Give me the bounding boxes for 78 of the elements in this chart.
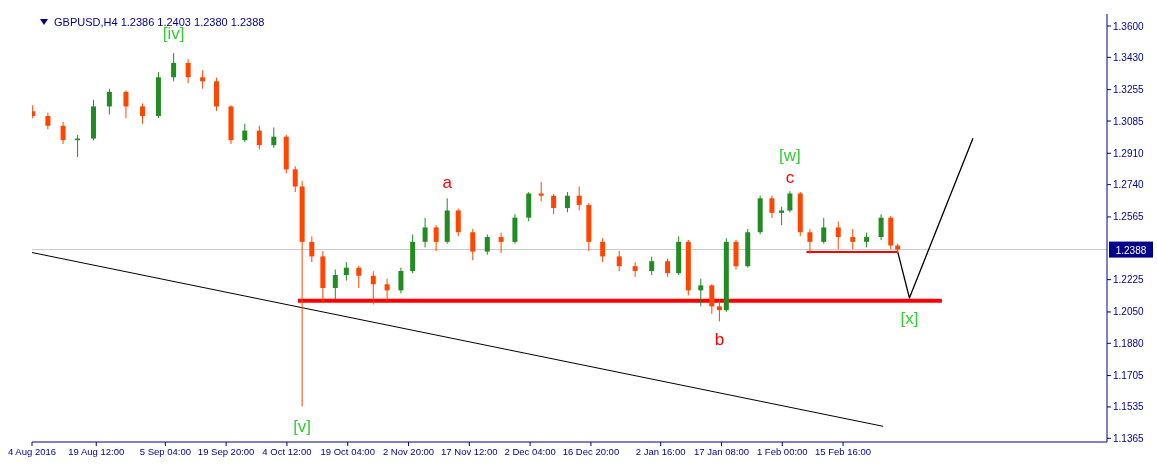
candlestick [422,217,428,248]
x-tick-label: 2 Nov 20:00 [382,445,435,457]
annotation: a [442,173,453,193]
y-tick-label: 1.2225 [1113,274,1145,286]
candlestick [332,269,338,300]
candlestick [484,233,490,256]
y-tick-label: 1.1880 [1113,337,1145,349]
candlestick [878,213,884,241]
candlestick [821,217,827,245]
candlestick [576,185,582,211]
y-tick-label: 1.3255 [1113,84,1145,96]
candlestick [470,228,476,261]
candlestick [716,298,722,322]
candlestick [850,228,856,250]
x-tick-label: 2 Jan 16:00 [635,445,686,457]
candlestick [769,195,775,219]
candlestick [433,224,439,252]
y-tick-label: 1.3085 [1113,115,1145,127]
candlestick [309,235,315,263]
candlestick [616,250,622,272]
candlestick [564,191,570,213]
x-tick-label: 17 Nov 12:00 [441,445,498,457]
y-tick-label: 1.3430 [1113,51,1145,63]
x-tick-label: 17 Jan 08:00 [694,445,749,457]
x-tick-label: 5 Sep 04:00 [139,445,191,457]
x-tick-label: 19 Aug 12:00 [68,445,125,457]
candlestick [807,228,813,255]
candlestick [356,265,362,289]
annotation: [v] [293,417,312,437]
candlestick [709,283,715,315]
candlestick [632,261,638,278]
candlestick [123,90,129,119]
y-tick-label: 1.2910 [1113,147,1145,159]
annotation: c [785,168,795,188]
x-tick-label: 4 Aug 2016 [7,445,57,457]
candlestick [106,88,112,116]
candlestick [835,221,841,250]
annotation: [x] [900,308,919,328]
x-tick-label: 16 Dec 20:00 [562,445,620,457]
x-tick-label: 19 Sep 20:00 [197,445,255,457]
y-tick-label: 1.2740 [1113,179,1145,191]
candlestick [60,121,66,145]
candlestick [200,69,206,90]
x-tick-label: 15 Feb 16:00 [815,445,872,457]
candlestick [787,190,793,213]
candlestick [242,123,248,143]
ref-line-label: 1.2388 [1115,244,1147,256]
candlestick [698,278,704,307]
candlestick [398,267,404,294]
candlestick [384,278,390,302]
x-tick-label: 4 Oct 12:00 [262,445,312,457]
annotation: [w] [779,146,801,166]
candlestick [551,193,557,215]
y-tick-label: 1.2565 [1113,211,1145,223]
candlestick [779,206,785,226]
candlestick [665,257,671,278]
candlestick [538,181,544,202]
y-tick-label: 1.3600 [1113,20,1145,32]
candlestick [140,102,146,125]
candlestick [271,126,277,149]
y-tick-label: 1.1365 [1113,432,1145,444]
x-tick-label: 1 Feb 00:00 [756,445,808,457]
candlestick [343,261,349,282]
y-tick-label: 1.1705 [1113,370,1145,382]
y-tick-label: 1.1535 [1113,401,1145,413]
y-tick-label: 1.2050 [1113,306,1145,318]
annotation: b [714,330,725,350]
candlestick [649,256,655,276]
candlestick [292,165,298,193]
candlestick [256,125,262,151]
candlestick [455,208,461,237]
x-tick-label: 19 Oct 04:00 [320,445,375,457]
candlestick [600,237,606,263]
x-tick-label: 2 Dec 04:00 [504,445,556,457]
candlestick [171,52,177,82]
candlestick [370,270,376,306]
candlestick [185,58,191,84]
candlestick [498,232,504,254]
